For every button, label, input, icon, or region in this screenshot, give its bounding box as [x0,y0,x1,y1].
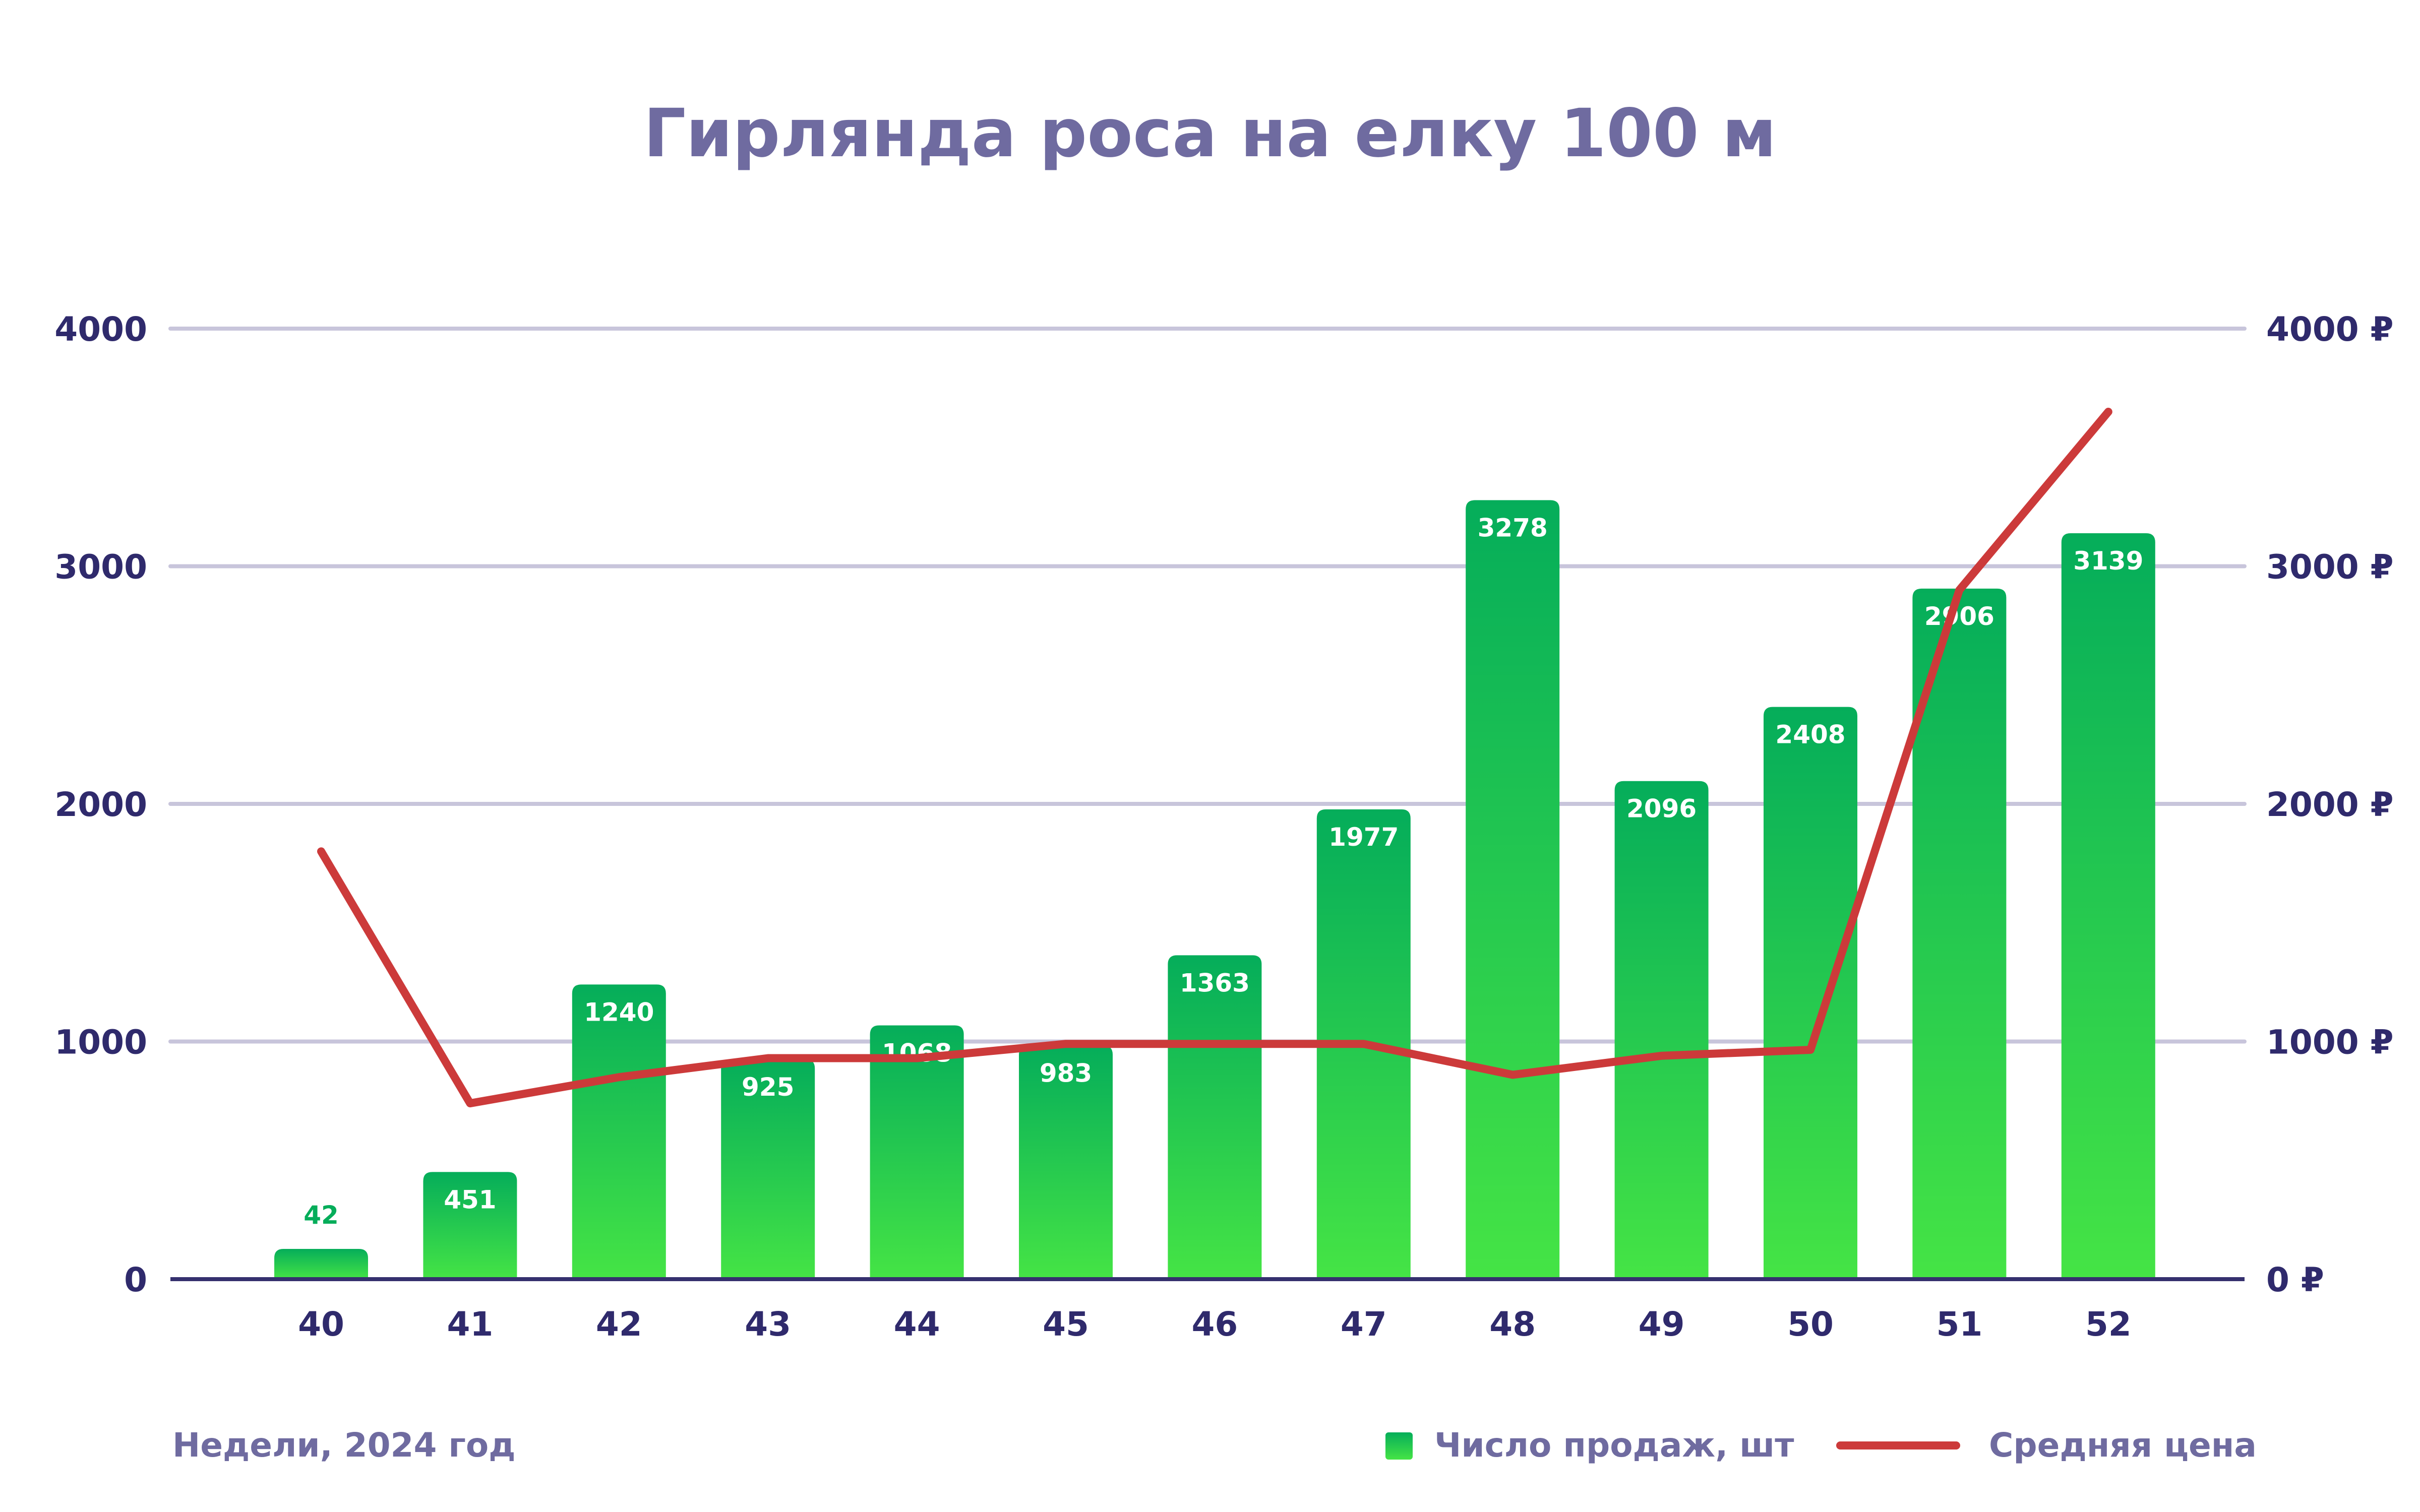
bar-data-label: 2408 [1775,720,1845,749]
legend: Число продаж, шт Средняя цена [1385,1426,2257,1465]
x-tick-label: 52 [2085,1305,2132,1344]
bar [1614,781,1709,1279]
y-right-tick-label: 3000 ₽ [2266,548,2394,587]
legend-line-label: Средняя цена [1989,1426,2257,1465]
y-right-tick-label: 2000 ₽ [2266,785,2394,824]
y-axis-right: 0 ₽ 1000 ₽ 2000 ₽ 3000 ₽ 4000 ₽ [2266,310,2394,1299]
bar [1466,500,1560,1279]
x-tick-label: 48 [1489,1305,1536,1344]
y-left-tick-label: 4000 [54,310,147,349]
bar [1168,955,1262,1279]
x-tick-label: 45 [1043,1305,1089,1344]
bar [1019,1045,1113,1279]
bar-data-label: 3278 [1478,513,1548,542]
bar [423,1172,517,1279]
x-tick-label: 41 [447,1305,493,1344]
bar-data-label: 2096 [1626,794,1697,824]
x-tick-label: 43 [745,1305,791,1344]
x-tick-label: 49 [1639,1305,1685,1344]
line-point [321,851,322,852]
y-right-tick-label: 1000 ₽ [2266,1023,2394,1062]
x-tick-label: 42 [596,1305,642,1344]
x-tick-label: 51 [1936,1305,1982,1344]
bar [2061,533,2155,1279]
bar-data-label: 983 [1040,1059,1092,1088]
x-tick-label: 50 [1787,1305,1834,1344]
line-point [1214,1043,1216,1045]
line-point [2107,411,2109,413]
line-series [317,408,2112,1108]
line-point [1661,1055,1662,1056]
line-point [618,1077,620,1078]
y-axis-left: 0 1000 2000 3000 4000 [54,310,147,1299]
bar-data-label: 1363 [1180,968,1250,997]
bar-data-label: 1977 [1328,823,1399,852]
bar [274,1249,368,1279]
x-axis-ticks: 40 41 42 43 44 45 46 47 48 49 50 51 52 [298,1305,2132,1344]
x-tick-label: 44 [894,1305,940,1344]
bar [572,984,666,1279]
y-right-tick-label: 4000 ₽ [2266,310,2394,349]
bar-series: 4245112409251068983136319773278209624082… [274,500,2155,1279]
legend-bar-swatch [1385,1432,1413,1460]
x-tick-label: 47 [1341,1305,1387,1344]
y-right-tick-label: 0 ₽ [2266,1261,2324,1299]
bar-data-label: 2906 [1924,602,1994,631]
bar-data-label: 1240 [584,997,654,1027]
bar-data-label: 925 [742,1073,794,1102]
x-axis-label: Недели, 2024 год [172,1426,516,1465]
chart-title: Гирлянда роса на елку 100 м [643,95,1776,172]
bar-data-label: 451 [444,1185,496,1214]
y-left-tick-label: 1000 [54,1023,147,1062]
bar [1764,707,1857,1279]
bar [1912,588,2007,1279]
line-point [1065,1043,1066,1045]
line-point [916,1057,918,1059]
line-point [1512,1074,1514,1076]
bar-data-label: 3139 [2073,546,2143,576]
legend-bar-label: Число продаж, шт [1434,1426,1794,1465]
x-tick-label: 40 [298,1305,344,1344]
y-left-tick-label: 0 [124,1261,147,1299]
bar [870,1025,964,1279]
y-left-tick-label: 3000 [54,548,147,587]
line-point [469,1103,471,1104]
line-point [1363,1043,1364,1045]
bar-data-label: 42 [304,1201,339,1230]
x-tick-label: 46 [1191,1305,1238,1344]
line-point [1810,1049,1811,1051]
bar [721,1059,815,1279]
line-point [767,1057,769,1059]
y-left-tick-label: 2000 [54,785,147,824]
line-point [1959,589,1960,591]
